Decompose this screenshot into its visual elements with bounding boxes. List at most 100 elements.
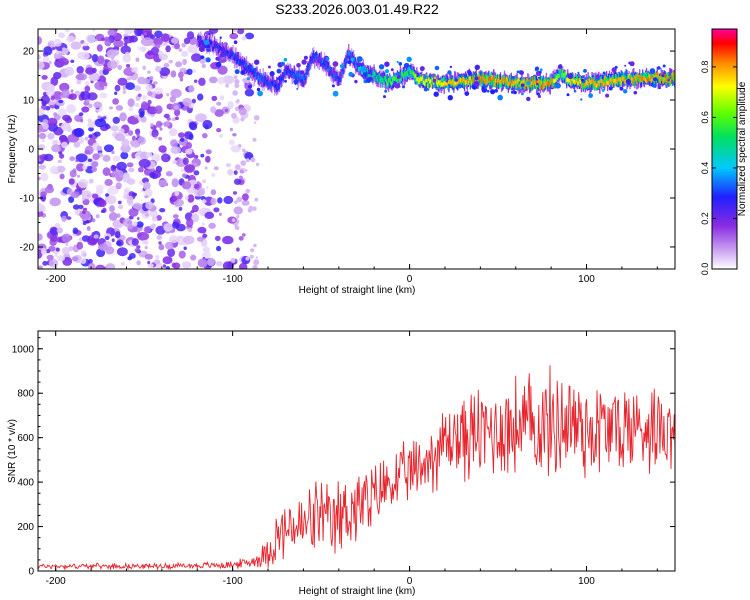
ridge-cell bbox=[243, 60, 245, 65]
noise-blob bbox=[133, 85, 142, 92]
noise-blob bbox=[127, 98, 135, 107]
ridge-cell bbox=[353, 59, 356, 67]
noise-blob bbox=[96, 145, 103, 151]
noise-blob bbox=[55, 253, 58, 258]
noise-blob bbox=[188, 121, 197, 129]
ridge-cell bbox=[576, 76, 579, 83]
noise-blob bbox=[174, 43, 180, 50]
ridge-wisp bbox=[332, 61, 339, 67]
ridge-cell bbox=[274, 83, 276, 88]
noise-blob bbox=[93, 101, 103, 109]
noise-blob bbox=[147, 99, 152, 105]
ridge-cell bbox=[337, 76, 339, 81]
ridge-cell bbox=[395, 76, 398, 80]
noise-blob bbox=[204, 251, 211, 259]
noise-blob bbox=[144, 195, 149, 199]
ridge-cell bbox=[267, 75, 269, 83]
noise-blob bbox=[41, 197, 46, 202]
spectrogram-ridge bbox=[197, 31, 675, 102]
ridge-cell bbox=[322, 63, 325, 68]
noise-blob bbox=[48, 60, 52, 65]
ridge-cell bbox=[636, 80, 638, 84]
ridge-cell bbox=[440, 79, 442, 86]
ridge-cell bbox=[402, 70, 404, 78]
ridge-cell bbox=[283, 73, 286, 78]
noise-blob bbox=[153, 87, 163, 95]
ridge-cell bbox=[497, 79, 499, 84]
ridge-cell bbox=[379, 78, 381, 83]
noise-blob bbox=[158, 136, 163, 141]
noise-blob bbox=[58, 151, 63, 155]
ridge-cell bbox=[382, 72, 384, 83]
ridge-cell bbox=[481, 78, 483, 86]
ridge-cell bbox=[348, 51, 350, 56]
noise-blob bbox=[147, 263, 154, 269]
ridge-cell bbox=[255, 73, 257, 78]
noise-blob bbox=[49, 197, 61, 207]
ridge-wisp bbox=[573, 89, 577, 93]
ridge-cell bbox=[565, 71, 567, 76]
ridge-cell bbox=[354, 61, 357, 66]
noise-blob bbox=[158, 50, 164, 57]
ridge-cell bbox=[460, 77, 462, 82]
noise-blob bbox=[46, 254, 54, 261]
ridge-wisp bbox=[653, 77, 657, 82]
noise-blob bbox=[252, 137, 257, 142]
ridge-cell bbox=[403, 72, 405, 77]
ridge-cell bbox=[218, 44, 220, 49]
ridge-cell bbox=[644, 72, 647, 80]
ridge-cell bbox=[199, 35, 201, 45]
ridge-cell bbox=[636, 74, 638, 81]
noise-blob bbox=[127, 115, 140, 125]
noise-blob bbox=[77, 178, 89, 189]
ridge-cell bbox=[517, 78, 519, 83]
ridge-cell bbox=[653, 74, 655, 79]
noise-blob bbox=[80, 118, 84, 123]
noise-blob bbox=[134, 248, 141, 253]
noise-blob bbox=[191, 204, 199, 213]
ridge-cell bbox=[609, 77, 612, 82]
x-tick-label: -200 bbox=[46, 576, 66, 587]
ridge-wisp bbox=[347, 60, 352, 65]
ridge-cell bbox=[396, 78, 399, 83]
ridge-cell bbox=[372, 71, 374, 76]
ridge-cell bbox=[498, 74, 501, 85]
ridge-cell bbox=[312, 56, 314, 64]
noise-blob bbox=[49, 166, 59, 174]
ridge-wisp bbox=[293, 79, 299, 85]
ridge-cell bbox=[399, 76, 401, 81]
ridge-cell bbox=[327, 62, 329, 67]
noise-blob bbox=[105, 193, 110, 198]
noise-blob bbox=[143, 226, 151, 234]
noise-blob bbox=[41, 75, 48, 80]
noise-blob bbox=[54, 105, 60, 110]
noise-blob bbox=[193, 183, 200, 189]
noise-blob bbox=[124, 36, 129, 40]
colorbar-gradient bbox=[712, 29, 737, 269]
noise-blob bbox=[133, 114, 139, 118]
y-tick-label: -20 bbox=[20, 242, 35, 253]
ridge-cell bbox=[479, 75, 481, 80]
ridge-cell bbox=[332, 67, 334, 77]
ridge-cell bbox=[518, 83, 520, 91]
noise-blob bbox=[216, 261, 223, 267]
ridge-cell bbox=[335, 76, 337, 81]
ridge-cell bbox=[325, 66, 327, 71]
noise-blob bbox=[218, 212, 222, 216]
ridge-cell bbox=[452, 80, 454, 91]
ridge-cell bbox=[262, 73, 264, 78]
noise-blob bbox=[70, 191, 80, 199]
y-tick-label: 0 bbox=[28, 567, 34, 578]
noise-blob bbox=[178, 71, 184, 79]
ridge-cell bbox=[510, 72, 512, 87]
noise-blob bbox=[144, 245, 148, 250]
ridge-cell bbox=[389, 78, 391, 89]
noise-blob bbox=[38, 265, 43, 269]
noise-blob bbox=[57, 255, 65, 262]
ridge-cell bbox=[506, 78, 508, 82]
ridge-cell bbox=[314, 53, 316, 58]
ridge-cell bbox=[354, 60, 357, 71]
noise-blob bbox=[227, 169, 234, 176]
ridge-cell bbox=[595, 74, 597, 85]
ridge-cell bbox=[594, 82, 596, 90]
